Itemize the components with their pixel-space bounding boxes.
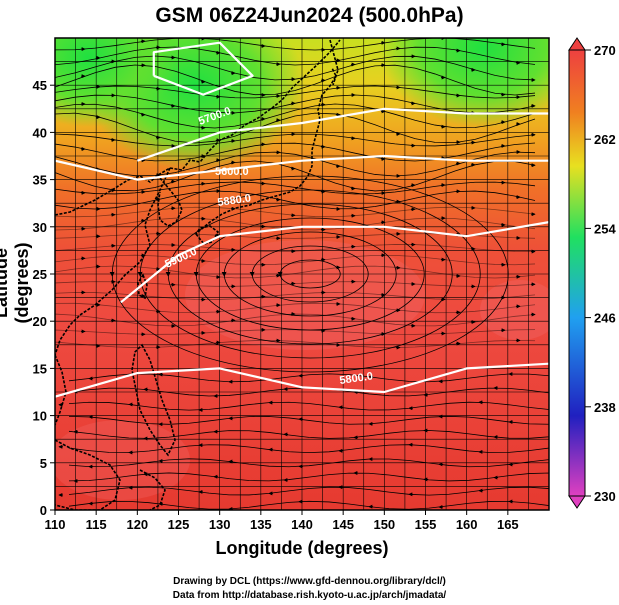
streamline-easterly	[68, 486, 549, 496]
streamline-westerly	[55, 94, 536, 114]
streamline-westerly	[55, 302, 536, 314]
colorbar-tick-label: 270	[594, 43, 616, 58]
x-axis: 110 115 120 125 130 135 140 145 150 155 160 165	[45, 510, 519, 532]
streamline-westerly	[55, 206, 536, 218]
colorbar-tick-label: 230	[594, 489, 616, 504]
streamline-westerly	[55, 313, 536, 327]
colorbar-tick-label: 238	[594, 400, 616, 415]
y-axis-label: Latitude (degrees)	[0, 242, 32, 324]
contour-5900.0	[120, 221, 549, 304]
streamline-easterly	[68, 444, 549, 454]
coastline-korea	[157, 177, 183, 227]
y-tick-label: 25	[33, 267, 47, 282]
contour-5700.0	[136, 107, 549, 162]
chart-title: GSM 06Z24Jun2024 (500.0hPa)	[155, 4, 464, 27]
x-tick-label: 135	[250, 517, 272, 532]
coastline-sakhalin	[329, 39, 339, 86]
y-tick-label: 40	[33, 125, 47, 140]
contour-5800.0	[55, 154, 549, 181]
x-tick-label: 125	[168, 517, 190, 532]
coastline-kyushu	[195, 225, 220, 245]
y-tick-label: 35	[33, 173, 47, 188]
x-tick-label: 120	[126, 517, 148, 532]
streamline-westerly	[55, 254, 536, 266]
streamline-easterly	[68, 430, 549, 439]
x-tick-label: 145	[332, 517, 354, 532]
streamline-westerly	[55, 244, 536, 252]
y-tick-label: 30	[33, 220, 47, 235]
streamline-easterly	[68, 401, 549, 411]
streamline-easterly	[68, 458, 549, 468]
colorbar-bar	[568, 49, 586, 497]
y-tick-label: 45	[33, 78, 47, 93]
contour-label-5880-south: 5800.0	[339, 370, 374, 387]
streamline-westerly	[55, 151, 536, 177]
streamline-westerly	[55, 142, 536, 162]
y-tick-label: 5	[40, 456, 47, 471]
colorbar-min-arrow	[568, 495, 586, 509]
streamline-westerly	[55, 181, 536, 195]
x-tick-label: 165	[497, 517, 519, 532]
map-content	[55, 38, 549, 510]
streamline-westerly	[55, 340, 536, 348]
streamline-easterly	[68, 373, 549, 383]
contour-5880.0	[55, 362, 549, 398]
height-contours	[55, 41, 549, 398]
colorbar-max-arrow	[568, 37, 586, 51]
lat-lon-grid	[55, 38, 549, 510]
streamline-westerly	[55, 133, 536, 147]
y-tick-label: 20	[33, 314, 47, 329]
streamline-westerly	[55, 103, 536, 129]
streamline-westerly	[55, 64, 536, 96]
colorbar-tick-label: 246	[594, 311, 616, 326]
colorbar-ticks: 230 238 246 254 262 270	[585, 43, 616, 504]
coastline-china	[55, 167, 171, 356]
x-tick-label: 140	[291, 517, 313, 532]
x-tick-label: 150	[373, 517, 395, 532]
y-tick-label: 0	[40, 503, 47, 518]
streamline-westerly	[55, 281, 536, 287]
colorbar-tick-label: 254	[594, 221, 616, 236]
coastline-sulawesi	[139, 469, 166, 510]
x-tick-label: 160	[456, 517, 478, 532]
x-axis-label: Longitude (degrees)	[215, 538, 389, 558]
y-tick-label: 10	[33, 409, 47, 424]
y-tick-label: 15	[33, 361, 47, 376]
streamline-westerly	[55, 190, 536, 210]
credit-data: Data from http://database.rish.kyoto-u.a…	[172, 590, 447, 601]
x-tick-label: 155	[415, 517, 437, 532]
streamline-westerly	[55, 265, 536, 279]
streamline-westerly	[55, 55, 536, 81]
x-tick-label: 110	[45, 517, 66, 532]
contour-label-5880-north: 5880.0	[217, 192, 252, 209]
streamline-westerly	[55, 329, 536, 335]
streamline-westerly	[55, 112, 536, 144]
streamline-easterly	[68, 472, 549, 482]
streamline-westerly	[55, 85, 536, 99]
x-tick-label: 115	[86, 517, 107, 532]
contour-5600.0	[152, 41, 254, 96]
streamline-westerly	[55, 160, 536, 192]
colorbar-tick-label: 262	[594, 132, 616, 147]
coastline-vietnam	[55, 354, 67, 426]
streamline-westerly	[55, 46, 536, 66]
colorbar: 230 238 246 254 262 270	[568, 37, 616, 509]
streamline-westerly	[55, 292, 536, 300]
credit-drawing: Drawing by DCL (https://www.gfd-dennou.o…	[173, 576, 446, 587]
x-tick-label: 130	[209, 517, 231, 532]
streamline-easterly	[68, 500, 549, 510]
y-axis: 0 5 10 15 20 25 30 35 40 45	[33, 78, 55, 518]
contour-label-5600: 5600.0	[215, 166, 249, 178]
coastline-borneo	[55, 439, 121, 510]
streamline-easterly	[68, 415, 549, 425]
